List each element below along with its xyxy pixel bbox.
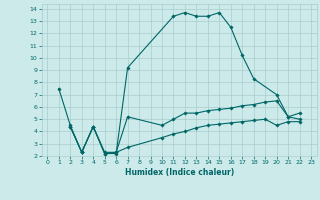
X-axis label: Humidex (Indice chaleur): Humidex (Indice chaleur) — [124, 168, 234, 177]
